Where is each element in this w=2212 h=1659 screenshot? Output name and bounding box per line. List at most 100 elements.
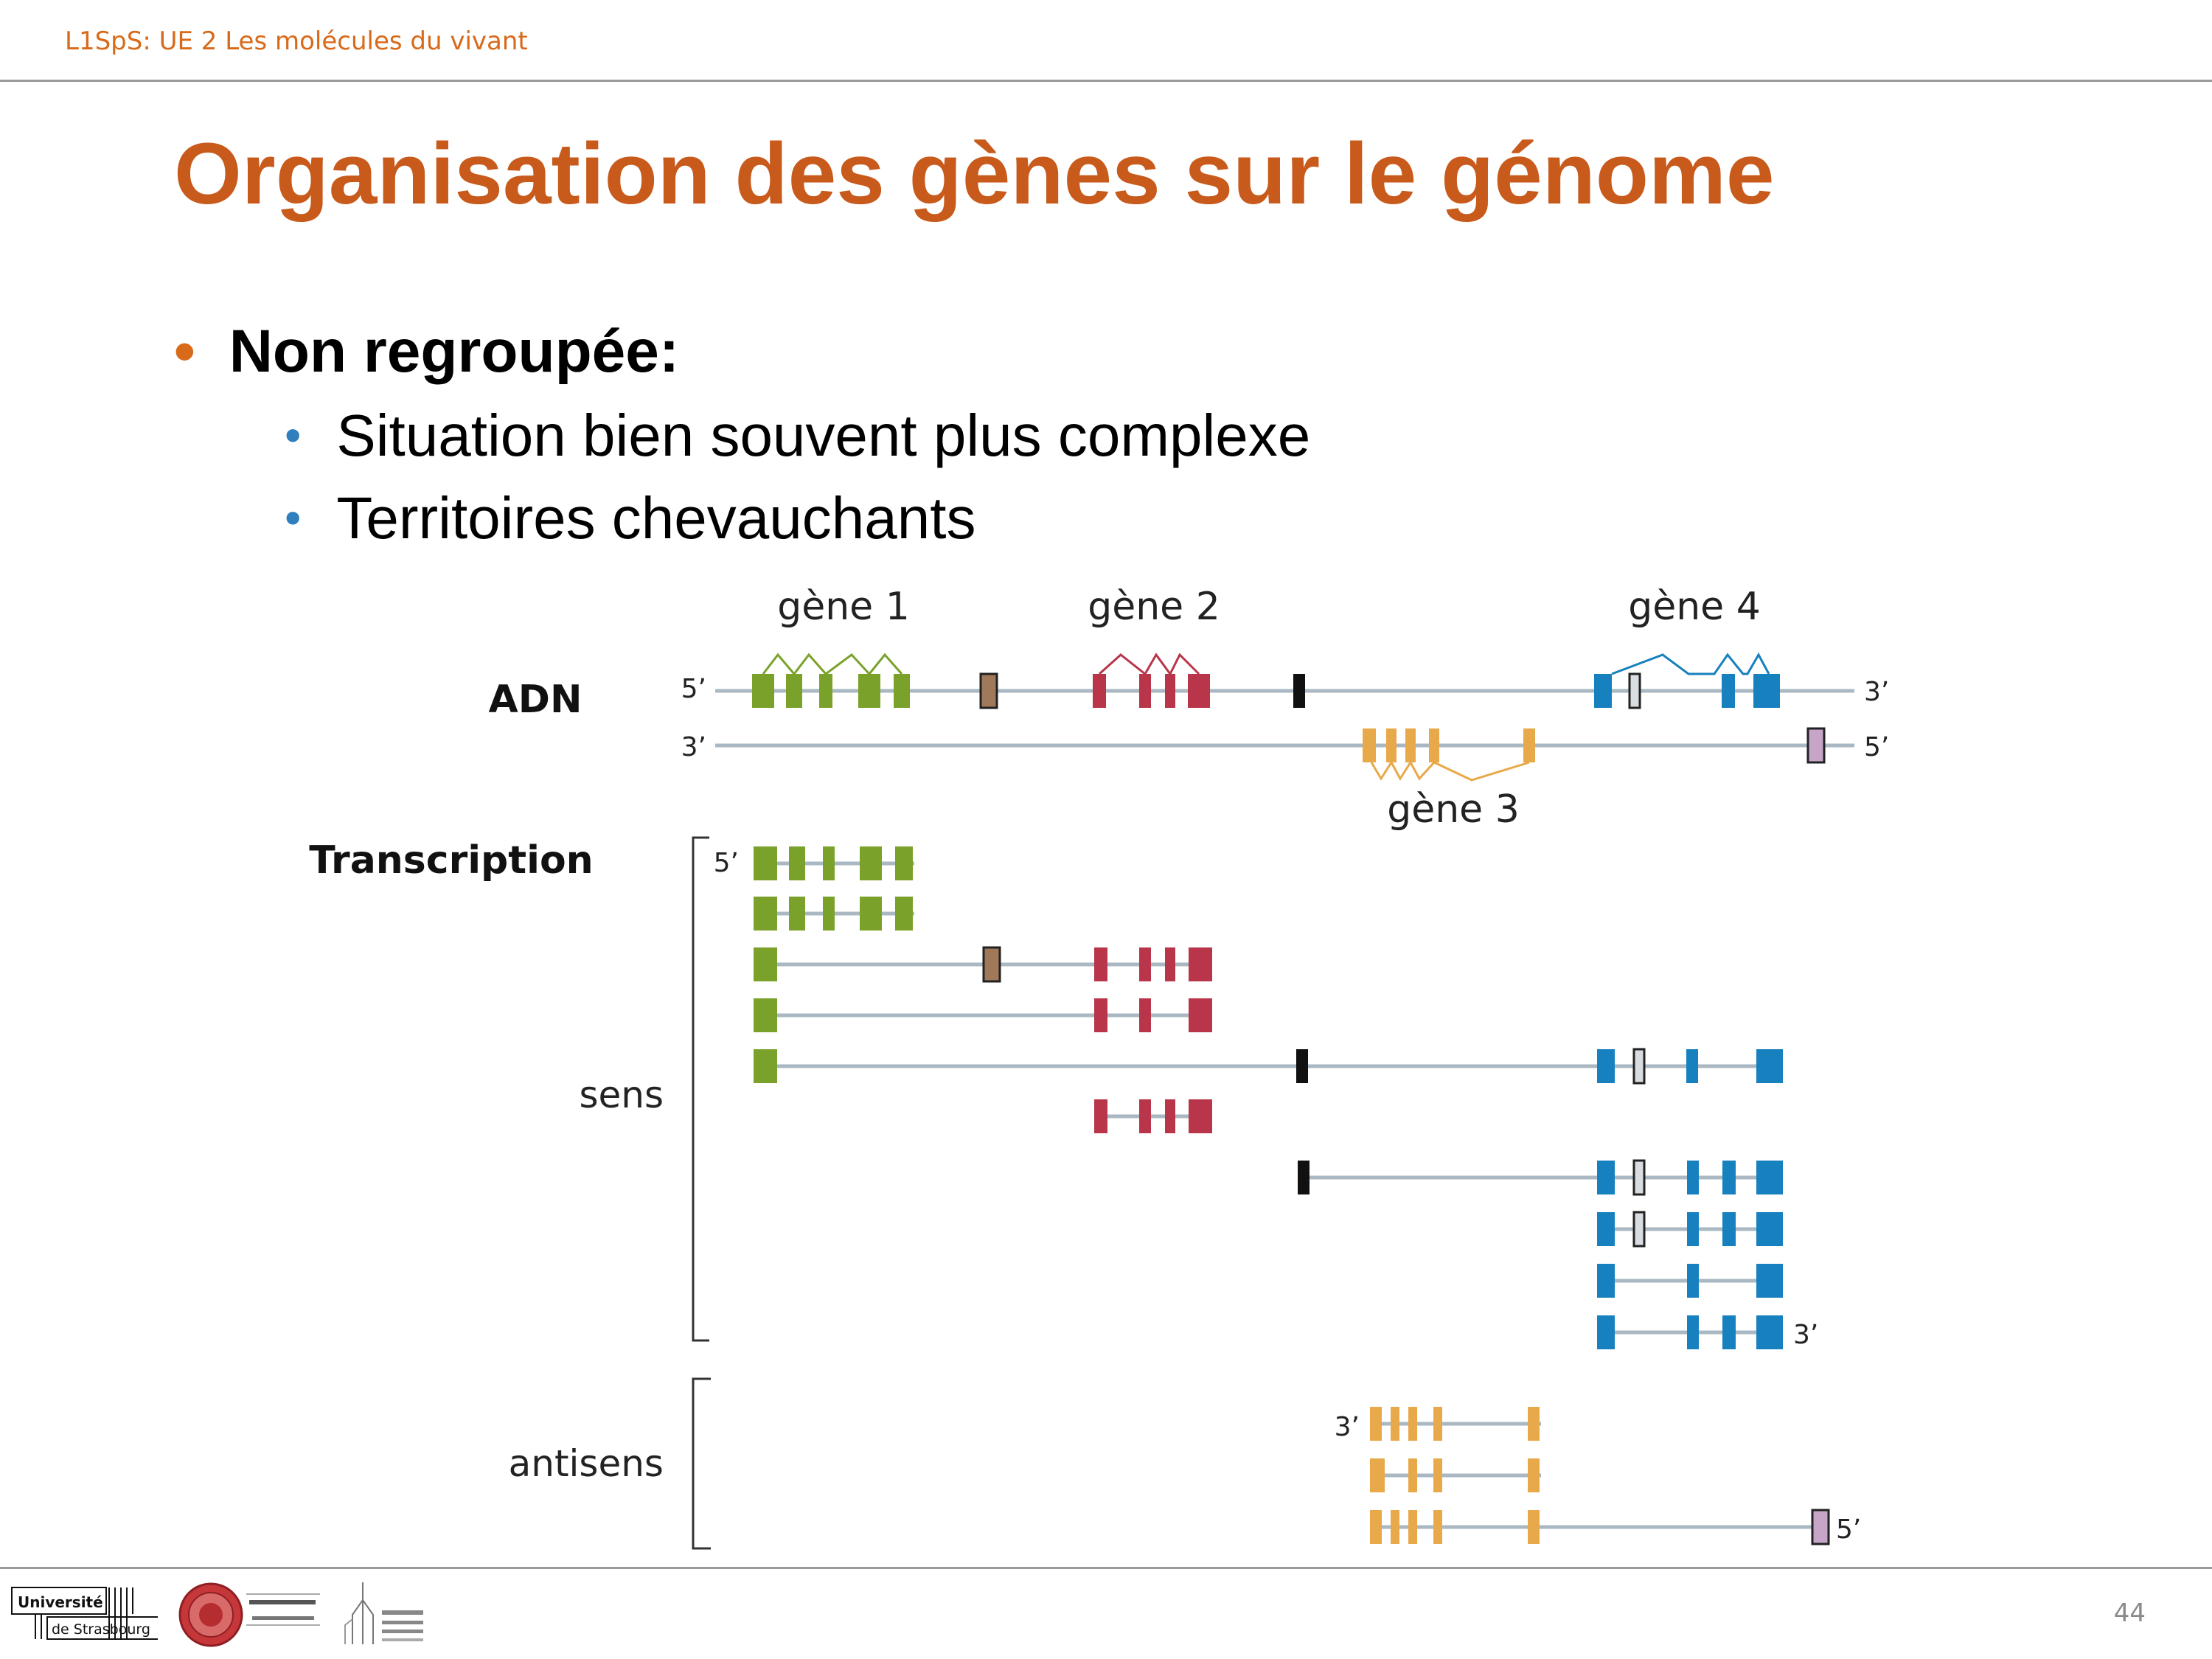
gene-4-transcript-exon xyxy=(1722,1161,1736,1194)
gene-4-transcript-exon xyxy=(1686,1049,1698,1083)
gene-3-transcript-exon xyxy=(1408,1510,1417,1544)
gene-4-alt-transcript-exon xyxy=(1632,1159,1646,1196)
transcription-section-label: Transcription xyxy=(309,838,593,883)
gene-2-exon xyxy=(1139,674,1151,708)
gene-1-label: gène 1 xyxy=(777,585,910,629)
gene-3-transcript-exon xyxy=(1391,1407,1399,1441)
antisens-5prime-label: 5’ xyxy=(1836,1514,1861,1545)
page-number: 44 xyxy=(2113,1599,2146,1628)
gene-4-transcript-exon xyxy=(1722,1315,1736,1349)
bullet-dot-icon: • xyxy=(174,318,195,385)
black-transcript-exon xyxy=(1298,1161,1310,1194)
gene-3-transcript-exon xyxy=(1433,1407,1442,1441)
gene-2-exon xyxy=(1188,674,1210,708)
gene-1-transcript-exon xyxy=(789,897,805,931)
gene-3-transcript-exon xyxy=(1528,1510,1540,1544)
brown-transcript-exon xyxy=(982,946,1001,983)
gene-4-transcript-exon xyxy=(1687,1161,1699,1194)
gene-2-transcript-exon xyxy=(1139,998,1151,1032)
footer-divider xyxy=(0,1567,2212,1569)
gene-4-splice-lines xyxy=(1611,652,1770,675)
sens-5prime-label: 5’ xyxy=(714,848,739,878)
gene-3-transcript-exon xyxy=(1408,1407,1417,1441)
gene-2-transcript-exon xyxy=(1189,998,1212,1032)
sens-label: sens xyxy=(579,1074,664,1116)
gene-4-transcript-exon xyxy=(1597,1264,1615,1298)
gene-1-transcript-exon xyxy=(754,897,777,931)
black-transcript-exon xyxy=(1296,1049,1308,1083)
logo-univ-line1: Université xyxy=(18,1593,103,1611)
pink-exon xyxy=(1806,727,1826,764)
brown-exon xyxy=(979,672,998,709)
universite-strasbourg-logo: Université de Strasbourg xyxy=(11,1587,158,1640)
gene-3-label: gène 3 xyxy=(1387,787,1520,832)
gene-2-exon xyxy=(1093,674,1106,708)
gene-4-label: gène 4 xyxy=(1628,585,1761,629)
gene-4-transcript-exon xyxy=(1687,1212,1699,1246)
bullet-main-text: Non regroupée: xyxy=(229,318,680,385)
gene-4-alt-transcript-exon xyxy=(1632,1211,1646,1248)
gene-1-transcript-exon xyxy=(860,846,882,880)
gene-1-transcript-exon xyxy=(895,846,913,880)
gene-1-transcript-exon xyxy=(895,897,913,931)
antisens-3prime-label: 3’ xyxy=(1335,1412,1360,1442)
gene-1-exon xyxy=(819,674,832,708)
gene-3-splice-lines xyxy=(1370,760,1530,782)
gene-3-transcript-exon xyxy=(1528,1458,1540,1492)
gene-2-transcript-exon xyxy=(1165,1099,1175,1133)
logo-univ-line2: de Strasbourg xyxy=(52,1621,150,1638)
antisens-bracket xyxy=(692,1377,711,1550)
gene-4-alt-transcript-exon xyxy=(1632,1048,1646,1085)
gene-4-transcript-exon xyxy=(1756,1315,1783,1349)
gene-4-transcript-exon xyxy=(1597,1315,1615,1349)
gene-4-transcript-exon xyxy=(1597,1212,1615,1246)
bullet-sub-2-text: Territoires chevauchants xyxy=(336,485,976,551)
gene-3-transcript-exon xyxy=(1408,1458,1417,1492)
gene-4-exon xyxy=(1722,674,1735,708)
strand-bottom-5prime-label: 5’ xyxy=(1864,732,1889,762)
bullet-sub-1-text: Situation bien souvent plus complexe xyxy=(336,403,1311,468)
gene-2-transcript-exon xyxy=(1139,947,1151,981)
black-exon xyxy=(1293,674,1305,708)
gene-1-exon xyxy=(858,674,880,708)
course-header: L1SpS: UE 2 Les molécules du vivant xyxy=(65,27,528,56)
header-divider xyxy=(0,80,2212,82)
gene-4-transcript-exon xyxy=(1597,1161,1615,1194)
gene-4-transcript-exon xyxy=(1756,1212,1783,1246)
gene-2-transcript-exon xyxy=(1094,1099,1107,1133)
bullet-sub-2: • Territoires chevauchants xyxy=(285,484,975,552)
gene-3-transcript-exon xyxy=(1433,1510,1442,1544)
gene-2-transcript-exon xyxy=(1189,1099,1212,1133)
gene-1-exon xyxy=(786,674,802,708)
gene-4-alt-exon xyxy=(1628,672,1641,709)
gene-2-transcript-exon xyxy=(1189,947,1212,981)
antisens-label: antisens xyxy=(509,1442,664,1485)
gene-1-transcript-exon xyxy=(789,846,805,880)
gene-2-transcript-exon xyxy=(1094,998,1107,1032)
gene-3-exon xyxy=(1363,728,1376,762)
gene-1-transcript-exon xyxy=(860,897,882,931)
gene-1-transcript-exon xyxy=(754,998,777,1032)
gene-3-transcript-exon xyxy=(1370,1458,1385,1492)
gene-1-transcript-exon xyxy=(823,846,835,880)
gene-3-exon xyxy=(1405,728,1416,762)
gene-3-transcript-exon xyxy=(1391,1510,1399,1544)
gene-1-splice-lines xyxy=(762,653,903,676)
bullet-sub-1: • Situation bien souvent plus complexe xyxy=(285,402,1310,470)
gene-1-transcript-exon xyxy=(754,846,777,880)
gene-4-transcript-exon xyxy=(1756,1264,1783,1298)
gene-1-transcript-exon xyxy=(754,1049,777,1083)
pink-transcript-exon xyxy=(1811,1509,1830,1545)
gene-1-transcript-exon xyxy=(754,947,777,981)
slide-title: Organisation des gènes sur le génome xyxy=(174,125,1775,223)
bullet-dot-icon: • xyxy=(285,491,302,544)
bullet-dot-icon: • xyxy=(285,408,302,462)
gene-1-exon xyxy=(752,674,774,708)
gene-4-transcript-exon xyxy=(1756,1161,1783,1194)
bullet-main: • Non regroupée: xyxy=(174,317,679,386)
gene-1-exon xyxy=(894,674,910,708)
strand-top-5prime-label: 5’ xyxy=(681,674,706,704)
gene-2-label: gène 2 xyxy=(1088,585,1220,629)
